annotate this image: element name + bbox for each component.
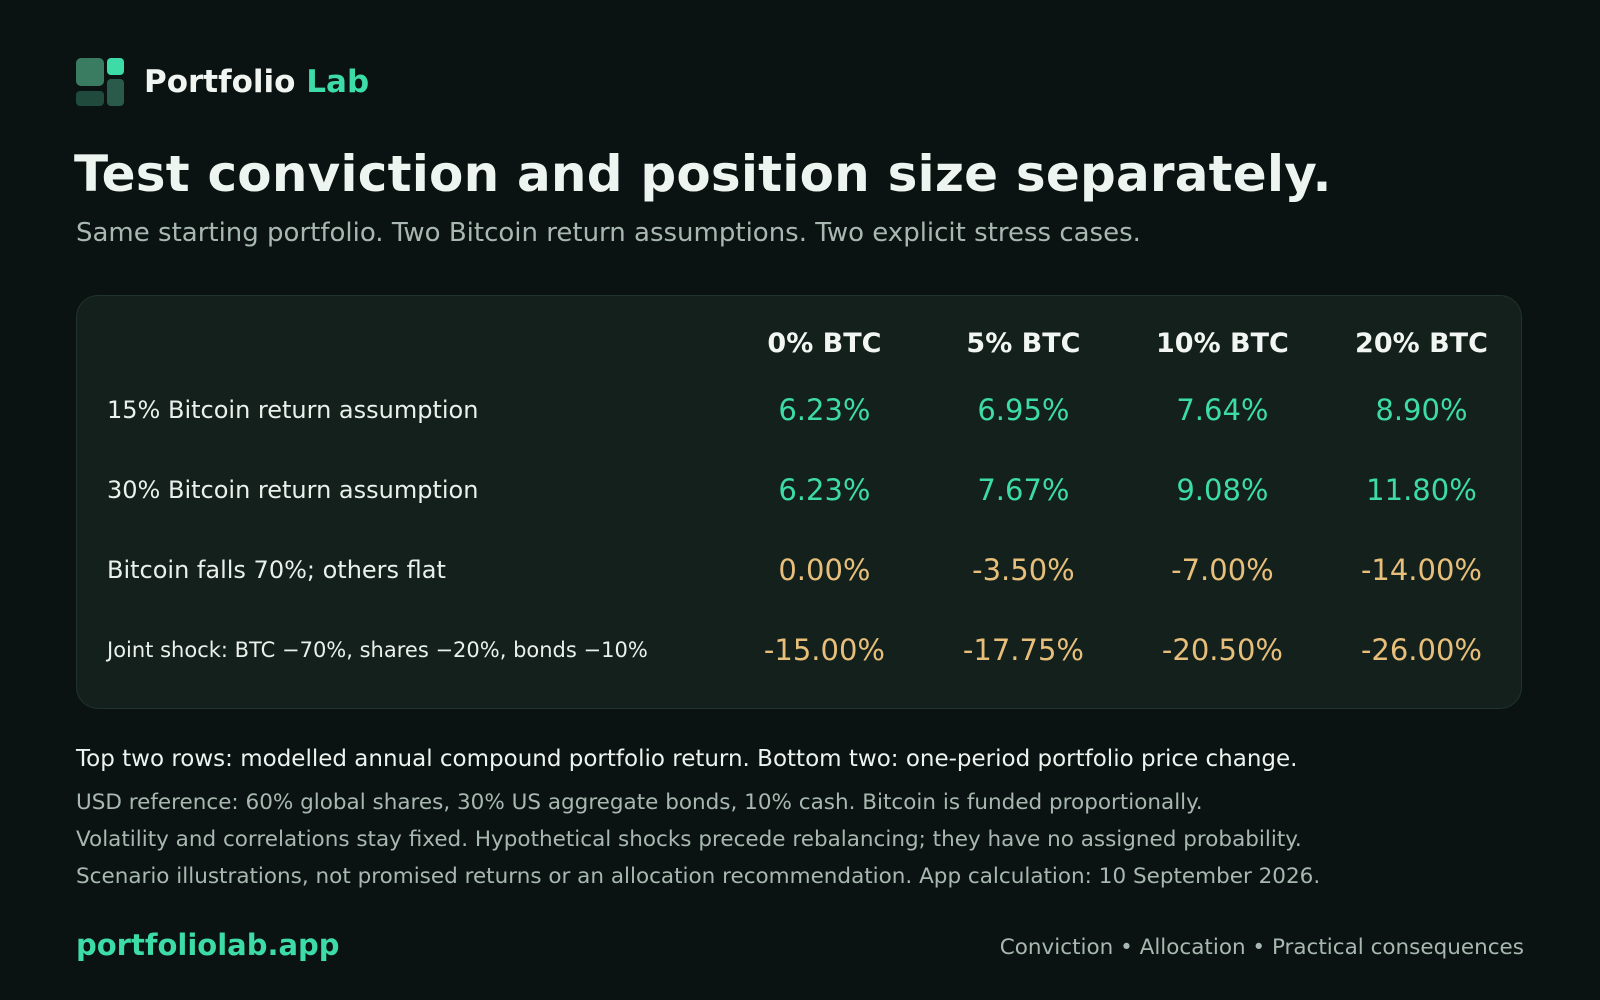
table-cell: 11.80% [1366,473,1477,507]
table-cell: -14.00% [1360,553,1482,587]
table-row: 15% Bitcoin return assumption 6.23% 6.95… [107,370,1521,450]
brand-name: Portfolio Lab [144,64,369,100]
page-subtitle: Same starting portfolio. Two Bitcoin ret… [76,218,1141,248]
column-header: 0% BTC [767,327,882,359]
disclaimer-note: Scenario illustrations, not promised ret… [76,864,1321,889]
scenario-table: 0% BTC 5% BTC 10% BTC 20% BTC 15% Bitcoi… [107,316,1521,690]
table-cell: -26.00% [1360,633,1482,667]
table-cell: 0.00% [778,553,871,587]
table-cell: -3.50% [972,553,1075,587]
row-label: 15% Bitcoin return assumption [107,396,479,424]
table-explanation-note: Top two rows: modelled annual compound p… [76,746,1298,772]
table-cell: 9.08% [1176,473,1269,507]
table-cell: -15.00% [763,633,885,667]
column-header: 5% BTC [966,327,1081,359]
row-label: Joint shock: BTC −70%, shares −20%, bond… [107,638,648,662]
table-header-empty [107,316,725,370]
table-cell: 6.95% [977,393,1070,427]
column-header: 10% BTC [1156,327,1289,359]
scenario-table-card: 0% BTC 5% BTC 10% BTC 20% BTC 15% Bitcoi… [76,295,1522,709]
table-cell: -7.00% [1171,553,1274,587]
table-header-row: 0% BTC 5% BTC 10% BTC 20% BTC [107,316,1521,370]
assumptions-note: USD reference: 60% global shares, 30% US… [76,790,1203,815]
table-cell: -20.50% [1161,633,1283,667]
grid-blocks-logo-icon [76,58,124,106]
column-header: 20% BTC [1355,327,1488,359]
table-row: 30% Bitcoin return assumption 6.23% 7.67… [107,450,1521,530]
table-cell: 6.23% [778,473,871,507]
brand: Portfolio Lab [76,58,369,106]
table-row: Joint shock: BTC −70%, shares −20%, bond… [107,610,1521,690]
table-cell: 7.67% [977,473,1070,507]
table-cell: -17.75% [962,633,1084,667]
page-title: Test conviction and position size separa… [74,145,1332,203]
footer-tagline: Conviction • Allocation • Practical cons… [999,935,1524,960]
table-row: Bitcoin falls 70%; others flat 0.00% -3.… [107,530,1521,610]
brand-name-primary: Portfolio [144,64,296,100]
table-cell: 8.90% [1375,393,1468,427]
footer-url-link[interactable]: portfoliolab.app [76,928,340,962]
row-label: Bitcoin falls 70%; others flat [107,556,446,584]
table-cell: 7.64% [1176,393,1269,427]
brand-name-accent: Lab [306,64,370,100]
table-cell: 6.23% [778,393,871,427]
row-label: 30% Bitcoin return assumption [107,476,479,504]
assumptions-note: Volatility and correlations stay fixed. … [76,827,1302,852]
